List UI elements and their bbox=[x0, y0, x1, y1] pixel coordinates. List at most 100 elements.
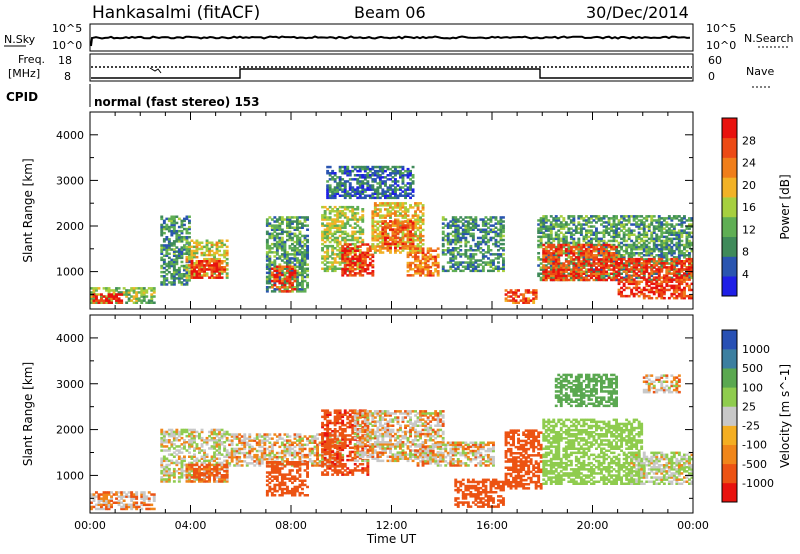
cpid-label: CPID bbox=[6, 90, 38, 104]
freq-label: Freq. bbox=[18, 53, 45, 66]
colorbar-frame bbox=[721, 329, 738, 503]
power-colorbar: 28 24 20 16 12 8 4 Power [dB] bbox=[721, 117, 792, 297]
colorbar-tick-label: 1000 bbox=[742, 343, 770, 356]
colorbar-swatch bbox=[722, 118, 737, 139]
colorbar-swatch bbox=[722, 157, 737, 178]
colorbar-tick-label: 4 bbox=[742, 268, 749, 281]
velocity-region bbox=[542, 418, 644, 485]
colorbar-swatch bbox=[722, 197, 737, 218]
colorbar-swatch bbox=[722, 387, 737, 407]
colorbar-tick-label: 12 bbox=[742, 223, 756, 236]
y-tick-label: 2000 bbox=[56, 424, 84, 437]
colorbar-tick-label: -25 bbox=[742, 420, 760, 433]
velocity-region bbox=[642, 374, 681, 394]
cpid-row: CPID normal (fast stereo) 153 bbox=[6, 84, 260, 109]
power-region bbox=[341, 243, 375, 277]
power-region bbox=[504, 289, 538, 304]
nsky-tick-bottom: 10^0 bbox=[52, 39, 82, 52]
velocity-region bbox=[554, 373, 618, 408]
y-tick-label: 1000 bbox=[56, 266, 84, 279]
power-region bbox=[190, 260, 227, 279]
velocity-region bbox=[416, 441, 495, 467]
colorbar-tick-label: 8 bbox=[742, 246, 749, 259]
x-axis-label: Time UT bbox=[366, 532, 417, 546]
y-axis-label: Slant Range [km] bbox=[21, 362, 35, 466]
colorbar-swatch bbox=[722, 216, 737, 237]
velocity-region bbox=[265, 461, 309, 497]
colorbar-swatch bbox=[722, 406, 737, 426]
nsearch-label: N.Search bbox=[744, 32, 794, 45]
y-tick-label: 3000 bbox=[56, 378, 84, 391]
velocity-region bbox=[185, 463, 229, 483]
colorbar-swatch bbox=[722, 368, 737, 388]
colorbar-swatch bbox=[722, 276, 737, 297]
freq-tick-top: 18 bbox=[58, 54, 72, 67]
nave-label: Nave bbox=[746, 65, 774, 78]
date-title: 30/Dec/2014 bbox=[586, 3, 689, 22]
colorbar-tick-label: 24 bbox=[742, 157, 756, 170]
y-tick-label: 2000 bbox=[56, 220, 84, 233]
nave-tick-top: 60 bbox=[708, 54, 722, 67]
colorbar-swatch bbox=[722, 482, 737, 503]
colorbar-swatch bbox=[722, 256, 737, 277]
colorbar-swatch bbox=[722, 137, 737, 158]
colorbar-tick-label: 100 bbox=[742, 381, 763, 394]
colorbar-tick-label: 28 bbox=[742, 134, 756, 147]
velocity-region bbox=[454, 478, 505, 508]
nsky-tick-top: 10^5 bbox=[52, 22, 82, 35]
nsky-label: N.Sky bbox=[4, 33, 36, 46]
colorbar-swatch bbox=[722, 349, 737, 369]
y-tick-label: 4000 bbox=[56, 332, 84, 345]
y-tick-label: 3000 bbox=[56, 174, 84, 187]
x-tick-label: 04:00 bbox=[175, 519, 207, 532]
colorbar-label: Power [dB] bbox=[778, 174, 792, 239]
colorbar-tick-label: -100 bbox=[742, 439, 767, 452]
x-tick-label: 08:00 bbox=[275, 519, 307, 532]
colorbar-tick-label: 25 bbox=[742, 400, 756, 413]
y-axis-label: Slant Range [km] bbox=[21, 158, 35, 262]
beam-title: Beam 06 bbox=[354, 3, 426, 22]
colorbar-frame bbox=[721, 117, 738, 297]
power-region bbox=[406, 247, 440, 277]
nave-tick-bottom: 0 bbox=[708, 70, 715, 83]
velocity-region bbox=[160, 428, 229, 483]
x-tick-label: 00:00 bbox=[677, 519, 709, 532]
x-tick-label: 16:00 bbox=[476, 519, 508, 532]
power-region bbox=[381, 220, 415, 250]
colorbar-tick-label: 16 bbox=[742, 201, 756, 214]
colorbar-swatch bbox=[722, 236, 737, 257]
colorbar-swatch bbox=[722, 330, 737, 350]
nsearch-tick-bottom: 10^0 bbox=[706, 39, 736, 52]
nsearch-tick-top: 10^5 bbox=[706, 22, 736, 35]
velocity-region bbox=[504, 429, 543, 490]
freq-unit: [MHz] bbox=[8, 67, 40, 80]
x-tick-label: 12:00 bbox=[376, 519, 408, 532]
radar-title: Hankasalmi (fitACF) bbox=[92, 3, 260, 23]
colorbar-swatch bbox=[722, 177, 737, 198]
power-region bbox=[326, 165, 415, 200]
y-tick-label: 1000 bbox=[56, 469, 84, 482]
velocity-region bbox=[90, 491, 156, 511]
colorbar-swatch bbox=[722, 425, 737, 445]
colorbar-tick-label: 20 bbox=[742, 179, 756, 192]
freq-tick-bottom: 8 bbox=[64, 70, 71, 83]
power-region bbox=[270, 265, 297, 293]
power-region bbox=[542, 243, 618, 282]
colorbar-label: Velocity [m s^-1] bbox=[778, 364, 792, 468]
colorbar-swatch bbox=[722, 463, 737, 484]
velocity-panel: 4000 3000 2000 1000 Slant Range [km] 00:00 04:… bbox=[21, 314, 792, 546]
cpid-value: normal (fast stereo) 153 bbox=[94, 95, 260, 109]
x-tick-label: 00:00 bbox=[74, 519, 106, 532]
power-panel: 4000 3000 2000 1000 Slant Range [km] 28 24 20 16… bbox=[21, 111, 792, 310]
velocity-colorbar: 1000 500 100 25 -25 -100 -500 -1000 Velocity [m … bbox=[721, 329, 792, 503]
power-region bbox=[617, 257, 694, 300]
colorbar-swatch bbox=[722, 444, 737, 465]
freq-panel: Freq. [MHz] 18 8 60 0 Nave bbox=[8, 53, 774, 88]
colorbar-tick-label: -1000 bbox=[742, 477, 774, 490]
power-region bbox=[92, 293, 124, 304]
nsky-panel: N.Sky 10^5 10^0 10^5 10^0 N.Search bbox=[4, 22, 794, 52]
velocity-region bbox=[630, 451, 694, 485]
y-tick-label: 4000 bbox=[56, 129, 84, 142]
colorbar-tick-label: 500 bbox=[742, 362, 763, 375]
